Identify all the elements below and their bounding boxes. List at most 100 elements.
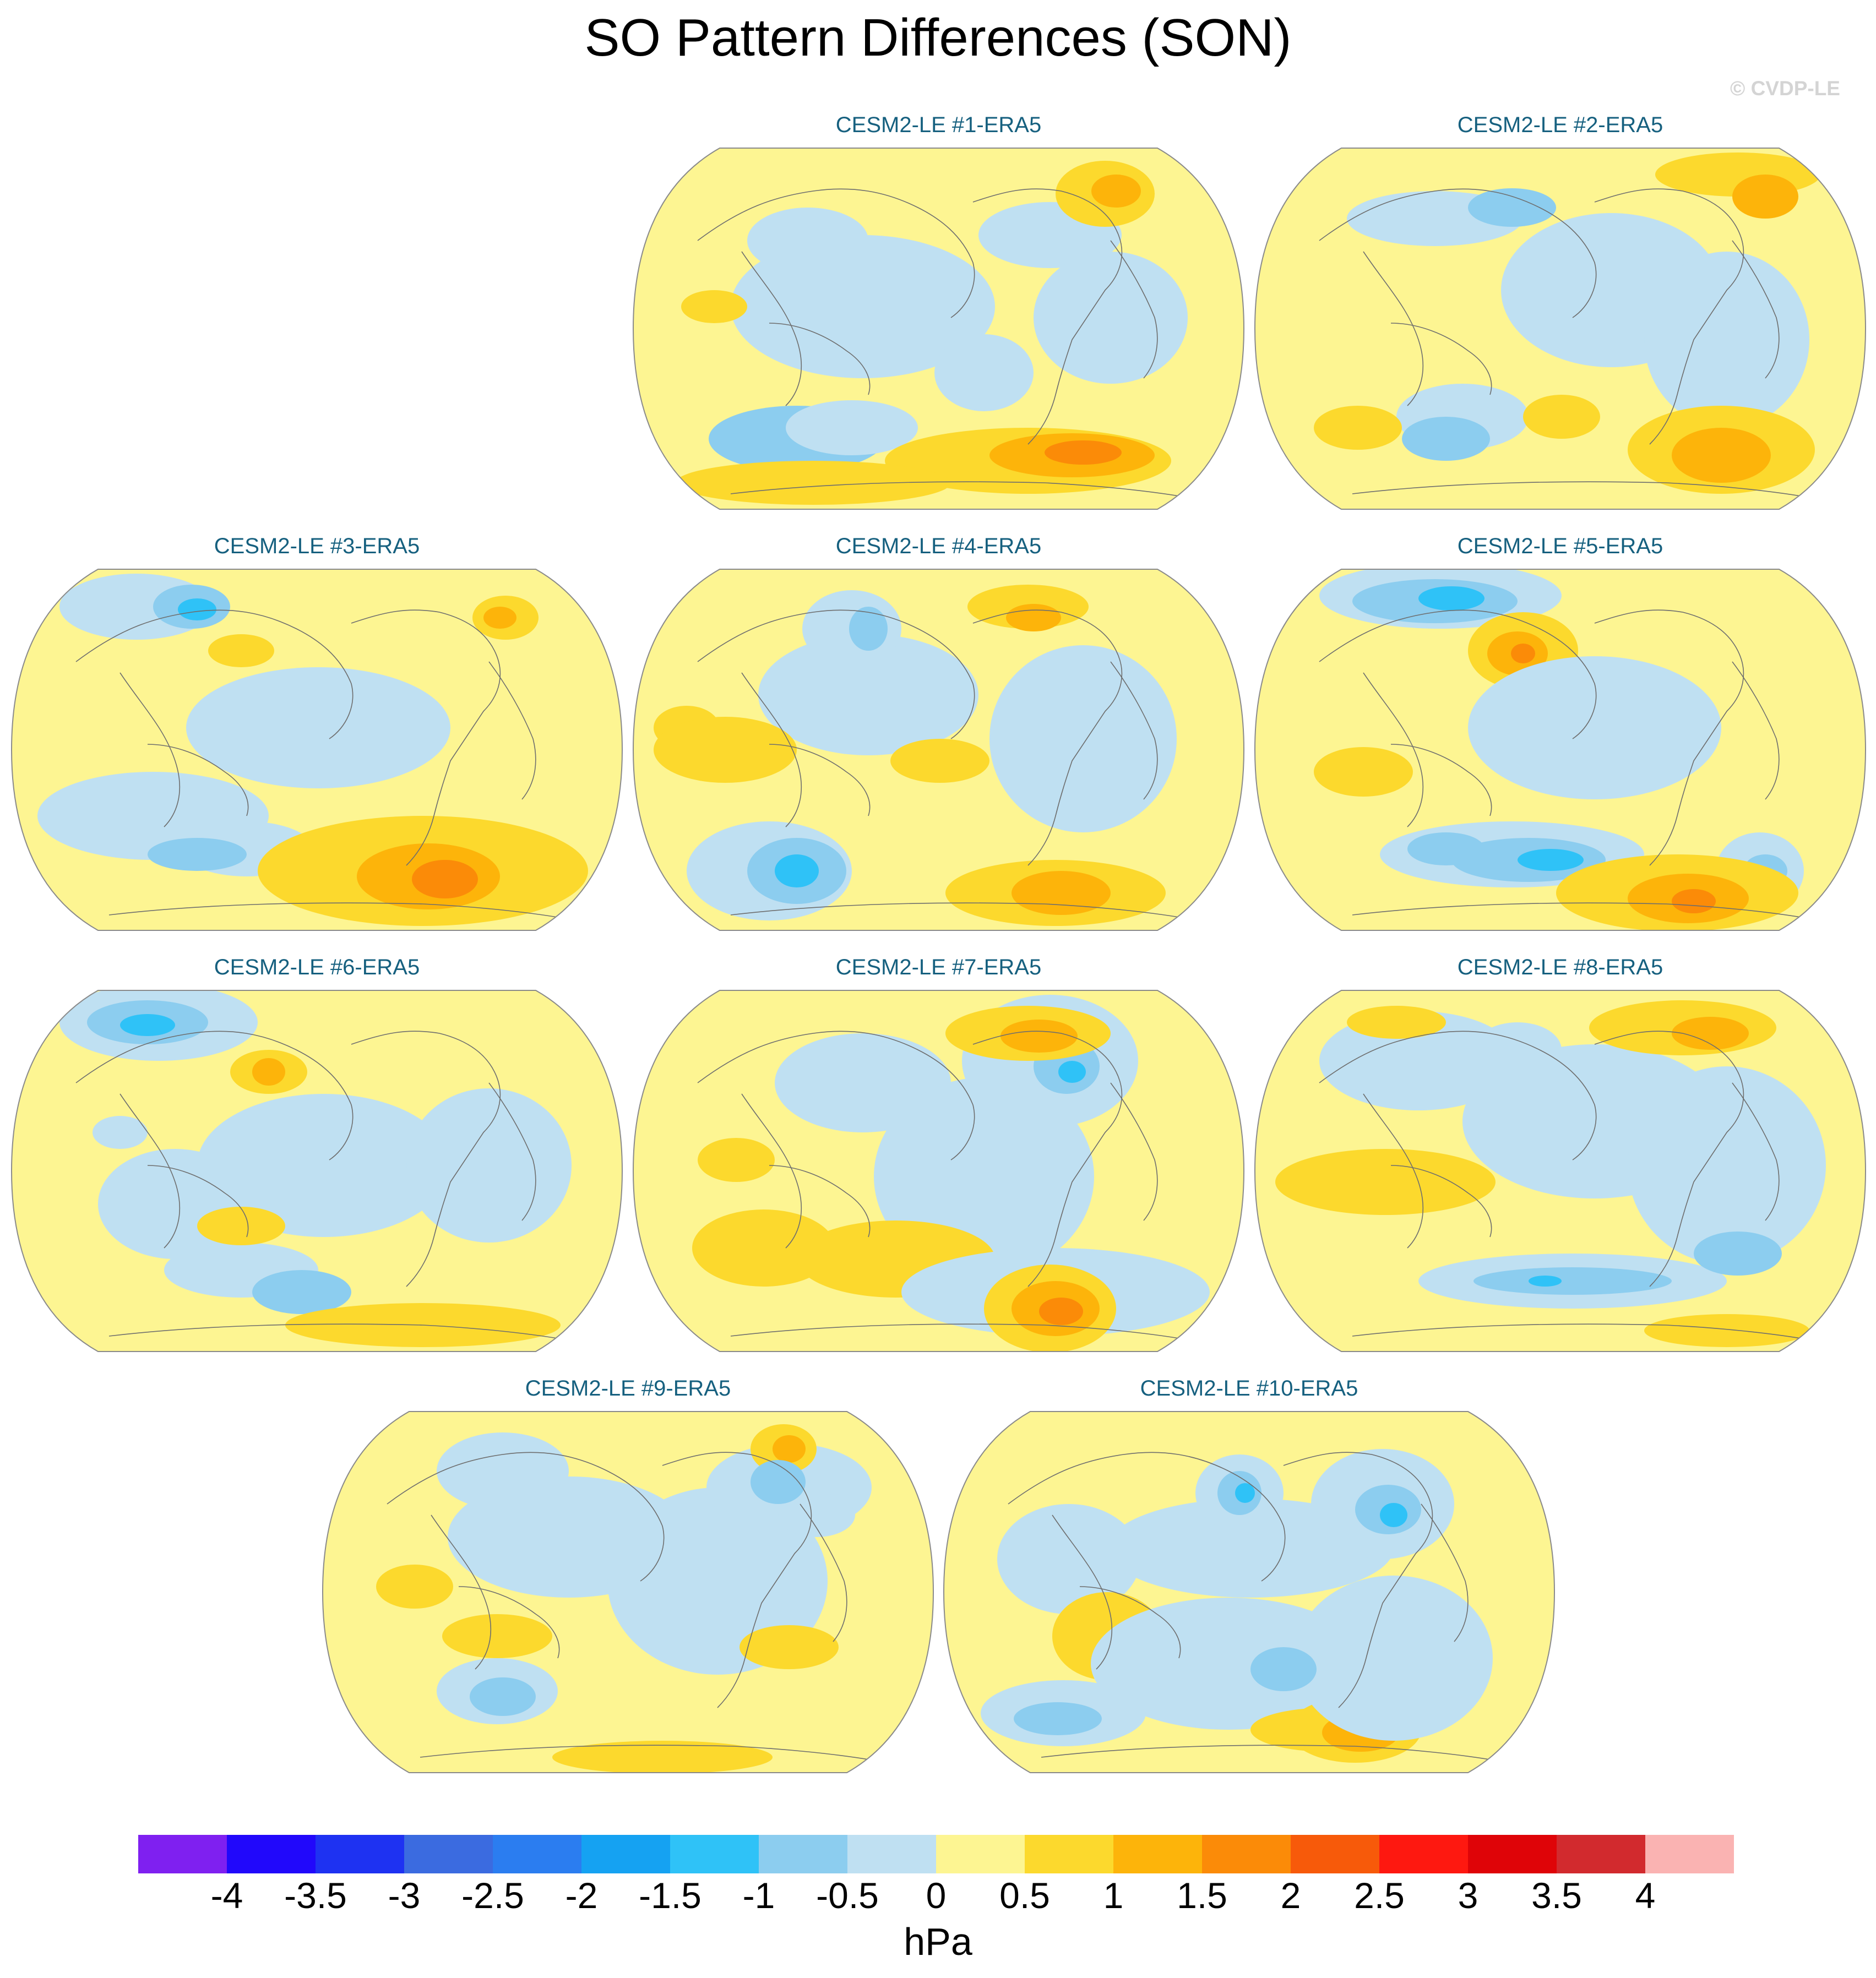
contour-region [773, 1435, 806, 1463]
coastline [108, 1323, 561, 1339]
contour-region [1644, 1314, 1809, 1347]
coastline [1352, 1323, 1804, 1339]
coastline [351, 609, 501, 866]
colorbar-tick-label: -1.5 [639, 1875, 702, 1916]
contour-region [442, 1614, 552, 1658]
coastline [697, 188, 975, 318]
coastline [1041, 1745, 1493, 1761]
contour-region [751, 1460, 806, 1504]
contour-region [208, 634, 274, 667]
panel-title-8: CESM2-LE #8-ERA5 [1457, 955, 1663, 979]
contour-region [1518, 849, 1584, 871]
contour-region [1006, 604, 1061, 631]
contour-region [997, 1504, 1140, 1614]
panel-title-2: CESM2-LE #2-ERA5 [1457, 113, 1663, 137]
map-border [1254, 990, 1867, 1352]
colorbar-box-3 [404, 1835, 493, 1873]
coastline [800, 1503, 847, 1642]
panel-title-6: CESM2-LE #6-ERA5 [214, 955, 420, 979]
map-panel-6 [10, 990, 623, 1352]
contour-region [412, 860, 478, 898]
coastline [1363, 672, 1423, 827]
colorbar-tick-label: -0.5 [816, 1875, 879, 1916]
contour-region [552, 1741, 773, 1773]
map-border [1254, 569, 1867, 931]
contour-region [1295, 1576, 1493, 1741]
contour-region [1672, 1017, 1749, 1050]
coastline [769, 1165, 871, 1238]
contour-region [437, 1432, 569, 1510]
contour-region [1672, 889, 1716, 913]
colorbar-tick-label: 0 [926, 1875, 947, 1916]
coastline [662, 1452, 812, 1708]
contour-region [1628, 1066, 1826, 1265]
coastline [351, 1031, 501, 1287]
panel-title-7: CESM2-LE #7-ERA5 [835, 955, 1042, 979]
coastline [730, 902, 1183, 918]
contour-region [1319, 1011, 1518, 1110]
coastline [420, 1745, 872, 1761]
colorbar-tick-label: -2 [565, 1875, 598, 1916]
contour-region [1039, 1298, 1083, 1325]
contour-region [1012, 871, 1111, 915]
contour-region [483, 607, 516, 629]
coastline [1110, 1082, 1158, 1221]
contour-region [1275, 1149, 1496, 1215]
map-border [10, 990, 623, 1352]
coastline [119, 672, 180, 827]
contour-region [470, 1677, 536, 1716]
contour-region [1732, 175, 1798, 219]
contour-region [252, 1058, 285, 1086]
colorbar-tick-label: 2.5 [1354, 1875, 1405, 1916]
colorbar-tick-label: 1 [1103, 1875, 1124, 1916]
contour-region [654, 717, 797, 783]
coastline [1319, 1031, 1597, 1160]
coastline [972, 609, 1123, 866]
contour-region [197, 1207, 285, 1245]
contour-region [1672, 428, 1771, 483]
coastline [1110, 240, 1158, 379]
contour-region [989, 645, 1177, 832]
coastline [1363, 1093, 1423, 1249]
map-panel-4 [632, 569, 1245, 931]
map-border [943, 1411, 1556, 1773]
coastline [730, 1323, 1183, 1339]
contour-region [934, 334, 1034, 411]
contour-region [1314, 406, 1402, 450]
coastline [1319, 609, 1597, 739]
colorbar-box-12 [1202, 1835, 1291, 1873]
coastline [488, 1082, 536, 1221]
coastline [741, 251, 802, 406]
panel-title-5: CESM2-LE #5-ERA5 [1457, 534, 1663, 558]
map-border [632, 569, 1245, 931]
contour-region [698, 1138, 775, 1182]
colorbar-box-15 [1468, 1835, 1557, 1873]
map-panel-3 [10, 569, 623, 931]
colorbar-box-0 [138, 1835, 227, 1873]
coastline [1079, 1586, 1181, 1659]
contour-region [676, 461, 951, 505]
colorbar-box-5 [581, 1835, 670, 1873]
contour-region [376, 1565, 453, 1609]
coastline [1421, 1503, 1469, 1642]
contour-region [890, 739, 989, 783]
contour-region [849, 607, 888, 651]
map-panel-10 [943, 1411, 1556, 1773]
contour-region [1418, 586, 1485, 611]
colorbar-box-1 [227, 1835, 316, 1873]
colorbar-box-13 [1291, 1835, 1379, 1873]
colorbar-box-4 [493, 1835, 581, 1873]
coastline [387, 1452, 665, 1582]
coastline [1594, 609, 1744, 866]
map-panel-9 [322, 1411, 934, 1773]
coastline [1390, 323, 1492, 395]
coastline [769, 323, 871, 395]
colorbar [138, 1835, 1734, 1873]
contour-region [1250, 1647, 1317, 1691]
colorbar-tick-label: 3.5 [1531, 1875, 1582, 1916]
coastline [730, 481, 1183, 497]
contour-region [775, 854, 819, 887]
contour-region [1468, 656, 1721, 799]
map-border [10, 569, 623, 931]
contour-region [747, 208, 868, 274]
